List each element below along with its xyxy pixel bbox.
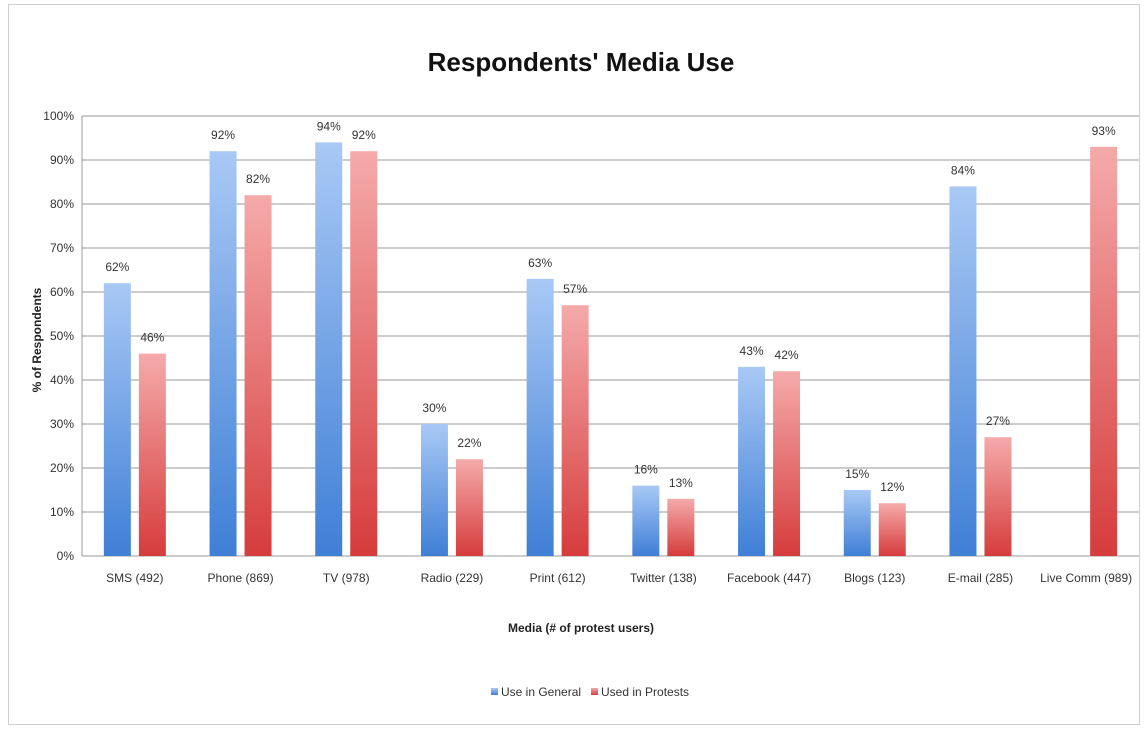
- legend-label: Use in General: [501, 685, 581, 699]
- y-tick-label: 100%: [43, 109, 74, 123]
- x-category-label: SMS (492): [106, 571, 163, 585]
- data-label: 13%: [669, 476, 693, 490]
- y-tick-label: 90%: [50, 153, 74, 167]
- y-tick-label: 10%: [50, 505, 74, 519]
- chart-title: Respondents' Media Use: [428, 47, 735, 77]
- y-tick-label: 40%: [50, 373, 74, 387]
- x-axis-categories: SMS (492) Phone (869) TV (978) Radio (229) P…: [106, 571, 1132, 585]
- bar-protests: [455, 459, 483, 556]
- bar-protests: [667, 498, 695, 556]
- y-axis-title: % of Respondents: [30, 287, 44, 392]
- legend-swatch: [591, 688, 598, 695]
- data-label: 42%: [775, 348, 799, 362]
- y-tick-label: 50%: [50, 329, 74, 343]
- data-label: 84%: [951, 163, 975, 177]
- bars: [103, 142, 1118, 557]
- bar-protests: [984, 437, 1012, 556]
- x-category-label: TV (978): [323, 571, 370, 585]
- bar-protests: [138, 353, 166, 556]
- y-tick-label: 60%: [50, 285, 74, 299]
- data-label: 16%: [634, 463, 658, 477]
- data-label: 46%: [140, 331, 164, 345]
- data-label: 12%: [880, 480, 904, 494]
- legend-swatch: [491, 688, 498, 695]
- y-tick-label: 70%: [50, 241, 74, 255]
- data-label: 15%: [845, 467, 869, 481]
- y-axis-ticks: 0% 10% 20% 30% 40% 50% 60% 70% 80% 90% 100%: [43, 109, 74, 563]
- y-tick-label: 80%: [50, 197, 74, 211]
- data-labels: 62% 46% 92% 82% 94% 92% 30% 22% 63% 57% 16% 13% 43% 4…: [105, 119, 1116, 494]
- bar-general: [738, 366, 766, 556]
- data-label: 94%: [317, 119, 341, 133]
- y-tick-label: 0%: [57, 549, 75, 563]
- data-label: 30%: [422, 401, 446, 415]
- bar-protests: [561, 305, 589, 556]
- data-label: 93%: [1092, 124, 1116, 138]
- x-category-label: Facebook (447): [727, 571, 811, 585]
- data-label: 82%: [246, 172, 270, 186]
- x-category-label: Twitter (138): [630, 571, 697, 585]
- bar-general: [526, 278, 554, 556]
- x-category-label: Blogs (123): [844, 571, 905, 585]
- bar-general: [209, 151, 237, 556]
- bar-general: [949, 186, 977, 556]
- bar-general: [315, 142, 343, 556]
- bar-general: [103, 283, 131, 556]
- bar-protests: [244, 195, 272, 556]
- x-category-label: E-mail (285): [948, 571, 1013, 585]
- data-label: 92%: [211, 128, 235, 142]
- data-label: 92%: [352, 128, 376, 142]
- bar-protests: [350, 151, 378, 556]
- data-label: 22%: [457, 436, 481, 450]
- legend-label: Used in Protests: [601, 685, 689, 699]
- x-category-label: Print (612): [530, 571, 586, 585]
- x-category-label: Phone (869): [208, 571, 274, 585]
- x-category-label: Radio (229): [421, 571, 484, 585]
- bar-protests: [1090, 146, 1118, 557]
- x-category-label: Live Comm (989): [1040, 571, 1132, 585]
- bar-general: [843, 490, 871, 556]
- y-tick-label: 20%: [50, 461, 74, 475]
- data-label: 27%: [986, 414, 1010, 428]
- bar-general: [632, 485, 660, 556]
- bar-protests: [773, 371, 801, 556]
- y-tick-label: 30%: [50, 417, 74, 431]
- chart-frame: Respondents' Media Use % of Respondents …: [8, 4, 1140, 725]
- gridlines: [81, 115, 1139, 557]
- bar-general: [420, 424, 448, 556]
- data-label: 62%: [105, 260, 129, 274]
- x-axis-title: Media (# of protest users): [508, 621, 654, 635]
- legend: Use in General Used in Protests: [491, 685, 689, 699]
- bar-protests: [878, 503, 906, 556]
- data-label: 57%: [563, 282, 587, 296]
- data-label: 43%: [740, 344, 764, 358]
- data-label: 63%: [528, 256, 552, 270]
- bar-chart: Respondents' Media Use % of Respondents …: [30, 47, 1139, 699]
